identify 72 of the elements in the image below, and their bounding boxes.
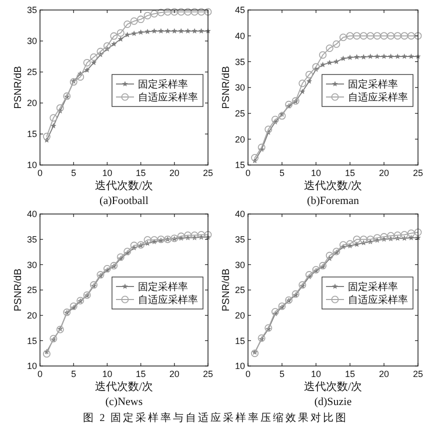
y-axis-title: PSNR/dB	[221, 268, 232, 312]
y-tick-label: 30	[26, 36, 37, 46]
x-tick-label: 25	[412, 369, 424, 379]
y-axis-title: PSNR/dB	[13, 66, 24, 109]
x-tick-label: 0	[245, 369, 251, 379]
x-tick-label: 25	[202, 168, 214, 178]
y-axis-title: PSNR/dB	[221, 66, 232, 109]
y-tick-label: 40	[26, 209, 37, 220]
y-tick-label: 25	[26, 285, 37, 296]
x-axis-title: 迭代次数/次	[304, 179, 362, 192]
text: (a)Football	[100, 195, 148, 207]
x-axis-title: 迭代次数/次	[94, 179, 154, 192]
y-tick-label: 40	[234, 31, 245, 42]
x-axis-title: 迭代次数/次	[94, 380, 154, 393]
y-tick-label: 15	[234, 336, 245, 346]
x-tick-label: 20	[169, 369, 180, 379]
legend-label: 自适应采样率	[138, 92, 198, 104]
y-tick-label: 35	[234, 234, 245, 245]
legend-label: 自适应采样率	[138, 294, 198, 306]
y-tick-label: 10	[26, 361, 37, 372]
x-tick-label: 25	[412, 168, 424, 178]
x-tick-label: 15	[136, 168, 146, 178]
y-tick-label: 30	[234, 82, 245, 93]
text: (c)News	[105, 396, 143, 408]
x-tick-label: 0	[37, 369, 43, 379]
x-tick-label: 20	[378, 168, 390, 178]
x-tick-label: 10	[310, 168, 322, 178]
legend-label: 自适应采样率	[348, 294, 408, 306]
text: (b)Foreman	[307, 195, 360, 207]
x-tick-label: 25	[202, 369, 214, 379]
x-tick-label: 5	[71, 168, 76, 178]
x-tick-label: 5	[279, 369, 285, 379]
y-tick-label: 30	[234, 260, 245, 270]
text: (d)Suzie	[314, 396, 352, 408]
y-tick-label: 35	[26, 5, 37, 16]
caption: 图 2 固定采样率与自适应采样率压缩效果对比图	[83, 411, 348, 424]
y-tick-label: 15	[26, 129, 37, 140]
y-tick-label: 40	[234, 209, 245, 220]
x-tick-label: 15	[344, 168, 356, 178]
x-tick-label: 15	[136, 369, 146, 379]
x-tick-label: 5	[279, 168, 285, 178]
y-tick-label: 20	[26, 310, 37, 321]
y-tick-label: 15	[26, 336, 37, 346]
y-tick-label: 10	[234, 361, 245, 372]
y-tick-label: 45	[234, 5, 245, 16]
y-axis-title: PSNR/dB	[13, 268, 24, 312]
y-tick-label: 25	[234, 285, 245, 296]
x-tick-label: 10	[102, 369, 112, 379]
y-tick-label: 30	[26, 260, 37, 270]
legend-label: 固定采样率	[138, 281, 188, 294]
legend-label: 自适应采样率	[348, 92, 408, 104]
x-tick-label: 20	[378, 369, 390, 379]
x-tick-label: 10	[102, 168, 112, 178]
x-tick-label: 0	[245, 168, 251, 178]
y-tick-label: 10	[26, 160, 37, 170]
x-tick-label: 5	[71, 369, 76, 379]
y-tick-label: 20	[26, 98, 37, 108]
y-tick-label: 35	[234, 56, 245, 67]
y-tick-label: 20	[234, 134, 245, 144]
legend-label: 固定采样率	[348, 78, 398, 91]
x-axis-title: 迭代次数/次	[304, 380, 362, 393]
x-tick-label: 20	[169, 168, 180, 178]
y-tick-label: 25	[26, 67, 37, 78]
y-tick-label: 35	[26, 234, 37, 245]
x-tick-label: 10	[310, 369, 322, 379]
y-tick-label: 15	[234, 160, 245, 170]
legend-label: 固定采样率	[348, 281, 398, 294]
y-tick-label: 20	[234, 310, 245, 321]
x-tick-label: 15	[344, 369, 356, 379]
y-tick-label: 25	[234, 108, 245, 119]
legend-label: 固定采样率	[138, 78, 188, 91]
x-tick-label: 0	[37, 168, 43, 178]
